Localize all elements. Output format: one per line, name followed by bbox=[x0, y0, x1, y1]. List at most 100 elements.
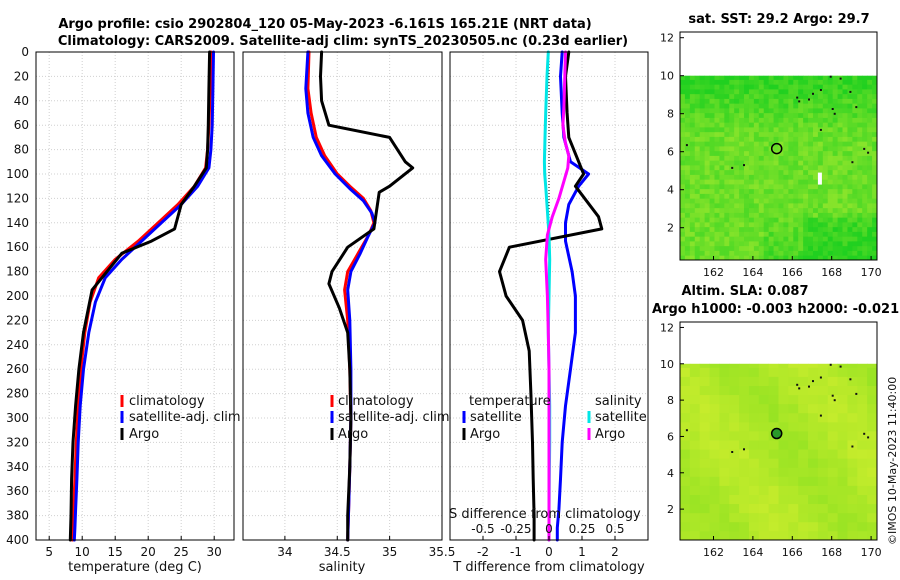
sla-cell-355 bbox=[847, 394, 858, 405]
sst-cell-414 bbox=[729, 141, 735, 147]
sst-cell-1077 bbox=[812, 141, 819, 147]
sst-cell-420 bbox=[729, 112, 735, 118]
sst-cell-889 bbox=[788, 108, 794, 114]
sst-cell-1433 bbox=[857, 117, 863, 123]
sst-cell-686 bbox=[763, 146, 770, 152]
sst-cell-497 bbox=[739, 117, 745, 123]
sst-cell-868 bbox=[788, 207, 794, 213]
sst-cell-567 bbox=[748, 155, 755, 161]
sla-cell-153 bbox=[748, 412, 760, 423]
sla-cell-300 bbox=[827, 530, 838, 541]
sst-cell-325 bbox=[719, 193, 725, 199]
sla-cell-351 bbox=[847, 431, 858, 441]
sst-cell-647 bbox=[758, 146, 765, 152]
sst-cell-171 bbox=[699, 184, 706, 190]
depth-tick-label-4: 80 bbox=[14, 143, 29, 157]
sst-cell-1011 bbox=[803, 84, 809, 90]
sst-cell-940 bbox=[798, 236, 804, 242]
sst-cell-569 bbox=[748, 146, 755, 152]
sst-cell-255 bbox=[709, 155, 715, 161]
sst-cell-844 bbox=[783, 136, 789, 142]
depth-tick-label-1: 20 bbox=[14, 69, 29, 83]
sst-cell-207 bbox=[704, 198, 710, 204]
sst-cell-167 bbox=[699, 203, 706, 209]
sla-cell-117 bbox=[729, 376, 740, 386]
sst-cell-496 bbox=[739, 122, 745, 128]
sst-cell-790 bbox=[778, 207, 784, 213]
sst-cell-160 bbox=[699, 236, 706, 242]
sst-cell-711 bbox=[768, 212, 774, 218]
sla-ytick-label-5: 12 bbox=[660, 321, 674, 334]
sst-cell-234 bbox=[709, 255, 715, 261]
sla-cell-296 bbox=[817, 385, 829, 396]
sst-island-4 bbox=[808, 98, 810, 101]
sst-cell-469 bbox=[739, 250, 745, 256]
sst-cell-1401 bbox=[852, 84, 858, 90]
sla-cell-20 bbox=[689, 530, 701, 541]
sst-cell-169 bbox=[699, 193, 706, 199]
sst-cell-180 bbox=[699, 141, 706, 147]
sst-cell-253 bbox=[709, 165, 715, 171]
sst-cell-157 bbox=[699, 250, 706, 256]
sst-cell-1143 bbox=[822, 198, 829, 204]
sla-cell-338 bbox=[837, 367, 848, 377]
sla-cell-274 bbox=[808, 403, 819, 414]
sst-cell-913 bbox=[793, 179, 799, 185]
sst-cell-672 bbox=[763, 212, 770, 218]
sst-cell-537 bbox=[744, 112, 750, 118]
sst-cell-413 bbox=[729, 146, 735, 152]
sst-cell-810 bbox=[778, 112, 784, 118]
sst-cell-993 bbox=[803, 169, 809, 175]
sla-cell-297 bbox=[817, 376, 829, 386]
sst-cell-1531 bbox=[872, 207, 878, 213]
sst-cell-925 bbox=[793, 122, 799, 128]
diff-legend-label-sal-argo: Argo bbox=[595, 427, 625, 442]
sst-cell-454 bbox=[734, 136, 740, 142]
sst-cell-807 bbox=[778, 127, 784, 133]
sst-cell-58 bbox=[684, 165, 691, 171]
sst-cell-638 bbox=[758, 188, 765, 194]
sst-cell-723 bbox=[768, 155, 774, 161]
sst-cell-1072 bbox=[812, 165, 819, 171]
sst-cell-196 bbox=[704, 250, 710, 256]
sla-cell-361 bbox=[857, 521, 868, 532]
sla-cell-72 bbox=[709, 421, 720, 432]
sla-cell-330 bbox=[837, 440, 848, 450]
sst-cell-741 bbox=[773, 255, 779, 261]
sla-cell-226 bbox=[788, 476, 799, 486]
sst-cell-195 bbox=[704, 255, 710, 261]
sst-cell-511 bbox=[744, 236, 750, 242]
sst-cell-449 bbox=[734, 160, 740, 166]
sla-cell-186 bbox=[768, 476, 779, 486]
sla-cell-80 bbox=[719, 530, 730, 541]
sst-cell-1205 bbox=[827, 89, 834, 95]
sst-cell-218 bbox=[704, 146, 710, 152]
sla-cell-230 bbox=[788, 440, 799, 450]
sst-cell-1016 bbox=[808, 245, 814, 251]
sst-cell-553 bbox=[748, 222, 755, 228]
diff-legend-label-temp-satellite: satellite bbox=[470, 410, 522, 425]
sst-cell-602 bbox=[753, 174, 760, 180]
sst-cell-1032 bbox=[808, 169, 814, 175]
sal-xtick-label-2: 35 bbox=[382, 545, 397, 559]
sst-cell-81 bbox=[689, 241, 696, 247]
sst-cell-683 bbox=[763, 160, 770, 166]
sst-cell-32 bbox=[680, 103, 686, 109]
depth-tick-label-14: 280 bbox=[6, 387, 29, 401]
sla-cell-95 bbox=[719, 394, 730, 405]
sst-cell-954 bbox=[798, 169, 804, 175]
sst-cell-915 bbox=[793, 169, 799, 175]
sst-cell-502 bbox=[739, 93, 745, 99]
sla-cell-245 bbox=[798, 485, 809, 495]
sst-cell-371 bbox=[724, 160, 730, 166]
sst-cell-418 bbox=[729, 122, 735, 128]
sst-cell-335 bbox=[719, 146, 725, 152]
sst-cell-214 bbox=[704, 165, 710, 171]
sst-cell-1048 bbox=[808, 93, 814, 99]
sst-cell-1428 bbox=[857, 141, 863, 147]
sst-cell-748 bbox=[773, 222, 779, 228]
sla-cell-187 bbox=[768, 467, 779, 477]
sla-cell-397 bbox=[867, 376, 878, 386]
sst-cell-38 bbox=[680, 75, 686, 80]
sst-cell-362 bbox=[724, 203, 730, 209]
